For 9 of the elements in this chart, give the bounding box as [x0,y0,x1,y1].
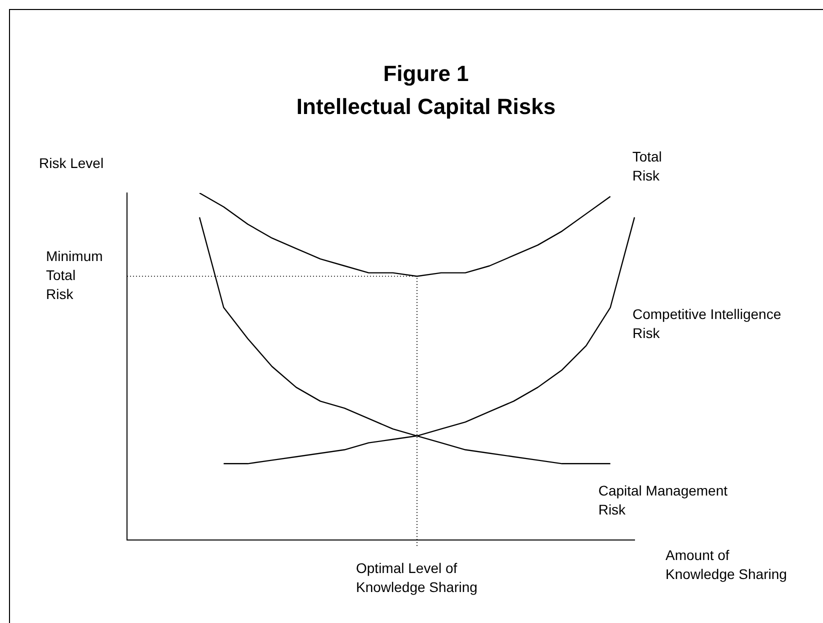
y-axis-title: Risk Level [39,154,104,171]
x-axis-title: Amount of Knowledge Sharing [666,546,787,582]
chart-title: Figure 1 [383,61,469,86]
series-label: Competitive Intelligence Risk [632,306,782,342]
series-label: Capital Management Risk [598,482,728,518]
ref-line-label: Minimum Total Risk [46,248,103,302]
text: Optimal Level of Knowledge Sharing [356,560,478,595]
series-label: Total Risk [632,148,662,184]
chart-subtitle: Intellectual Capital Risks [296,94,556,120]
